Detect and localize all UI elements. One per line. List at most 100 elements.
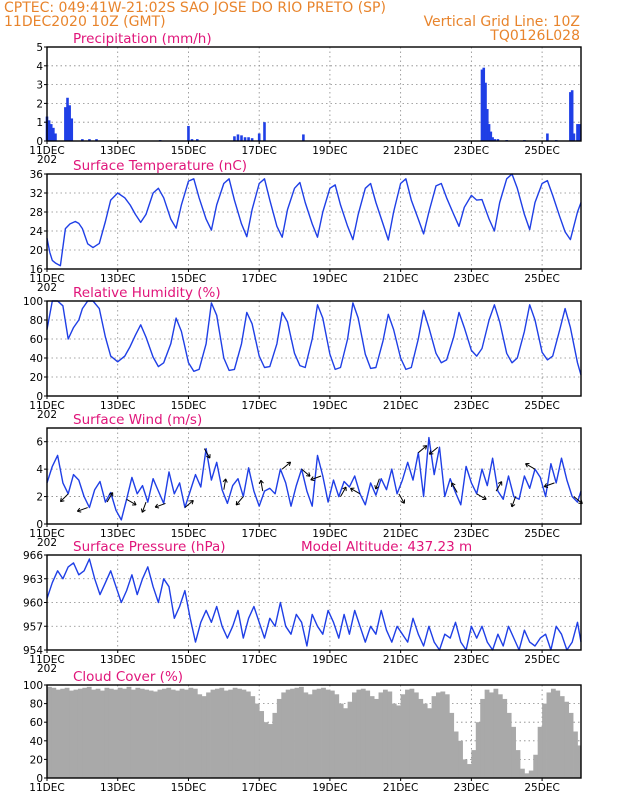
cloud-bar [542, 703, 547, 778]
plot-frame [46, 684, 582, 779]
cloud-bar [144, 689, 150, 778]
cloud-bar [188, 687, 194, 778]
cloud-bar [480, 698, 486, 778]
wind-arrow-head [350, 487, 355, 493]
wind-arrow-head [286, 461, 292, 467]
wind-arrow-head [525, 462, 530, 468]
precip-bar [487, 124, 491, 141]
y-tick-label: 2 [36, 492, 43, 504]
precip-bar [243, 137, 247, 141]
precip-bar [257, 133, 261, 141]
wind-arrow-head [342, 486, 347, 492]
wind-arrow [184, 500, 194, 508]
cloud-bar [387, 691, 393, 778]
cloud-bar [223, 690, 229, 778]
x-tick-label: 15DEC [171, 528, 206, 540]
temperature-title: Surface Temperature (nC) [73, 158, 247, 174]
cloud-title: Cloud Cover (%) [73, 669, 183, 685]
cloud-bar [347, 701, 353, 778]
x-tick-label: 21DEC [383, 273, 418, 285]
cloud-bar [122, 688, 127, 778]
cloud-bar [135, 687, 141, 778]
precip-bar [485, 109, 489, 141]
precip-bar [54, 133, 57, 141]
wind-title: Surface Wind (m/s) [73, 412, 202, 428]
temperature-line [46, 173, 582, 267]
wind-arrow-head [206, 454, 211, 459]
cloud-bar [281, 692, 287, 778]
cloud-bar [436, 692, 441, 778]
x-tick-label: 19DEC [312, 654, 347, 666]
year-stub-label: 202 [37, 663, 57, 675]
x-tick-label: 15DEC [171, 782, 206, 794]
wind-arrow [154, 502, 166, 508]
plot-frame [46, 300, 582, 397]
cloud-bar [263, 722, 269, 778]
cloud-bar [259, 711, 265, 778]
cloud-bar [444, 694, 450, 778]
cloud-bar [466, 764, 472, 778]
wind-arrow-head [222, 478, 228, 483]
cloud-bar [502, 698, 508, 778]
x-tick-label: 17DEC [241, 145, 276, 157]
plot-frame [46, 427, 582, 525]
x-tick-label: 23DEC [454, 400, 489, 412]
temperature-panel: 16 20 24 28 32 36 11DEC 13DEC 15DEC 17DEC 19DEC 21D… [29, 158, 582, 294]
cloud-bar [422, 703, 428, 778]
wind-arrow [301, 468, 311, 477]
precip-bar [190, 139, 194, 141]
cloud-bar [184, 689, 189, 778]
cloud-bar [489, 692, 494, 778]
wind-arrow-head [154, 503, 160, 509]
cloud-bar [427, 708, 432, 778]
cloud-bar [550, 688, 556, 778]
cloud-bar [108, 688, 114, 778]
x-tick-label: 15DEC [171, 273, 206, 285]
cloud-bar [268, 724, 273, 778]
cloud-bar [307, 694, 313, 778]
y-tick-label: 963 [23, 574, 43, 586]
x-tick-label: 19DEC [312, 528, 347, 540]
run-time: 11DEC2020 10Z (GMT) [4, 14, 166, 30]
wind-arrow [203, 448, 211, 459]
y-tick-label: 60 [30, 717, 43, 729]
cloud-bar [360, 688, 366, 778]
precip-bar [484, 82, 487, 141]
precip-bar [577, 124, 581, 141]
precip-bar [70, 118, 74, 141]
cloud-bar [60, 688, 66, 778]
cloud-bar [86, 686, 92, 778]
cloud-bar [418, 698, 424, 778]
x-tick-label: 19DEC [312, 273, 347, 285]
cloud-bar [475, 722, 481, 778]
cloud-bar [568, 712, 574, 778]
y-tick-label: 5 [36, 42, 43, 54]
precip-bar [496, 139, 500, 141]
x-tick-label: 17DEC [241, 654, 276, 666]
y-tick-label: 20 [30, 754, 43, 766]
cloud-bar [179, 688, 185, 778]
x-tick-label: 11DEC [29, 654, 64, 666]
cloud-bar [148, 690, 154, 778]
cloud-bar [166, 687, 172, 778]
x-tick-label: 17DEC [241, 400, 276, 412]
x-tick-label: 13DEC [100, 400, 135, 412]
cloud-bar [369, 696, 375, 778]
wind-panel: 0 2 4 6 11DEC 13DEC 15DEC 17DEC 19DEC 21DEC 23DEC 2… [29, 412, 583, 549]
x-tick-label: 17DEC [241, 782, 276, 794]
precip-bar [88, 139, 91, 141]
wind-arrow [350, 487, 361, 495]
wind-arrow-head [76, 507, 82, 513]
precip-bar [302, 134, 305, 141]
cloud-bar [117, 687, 123, 778]
x-tick-label: 25DEC [524, 273, 559, 285]
precip-bar [240, 135, 243, 141]
x-tick-label: 25DEC [524, 654, 559, 666]
precip-bar [68, 105, 71, 141]
cloud-bar [113, 689, 119, 778]
cloud-bar [139, 688, 145, 778]
x-tick-label: 13DEC [100, 145, 135, 157]
cloud-bar [493, 688, 499, 778]
wind-arrow-head [108, 492, 114, 497]
